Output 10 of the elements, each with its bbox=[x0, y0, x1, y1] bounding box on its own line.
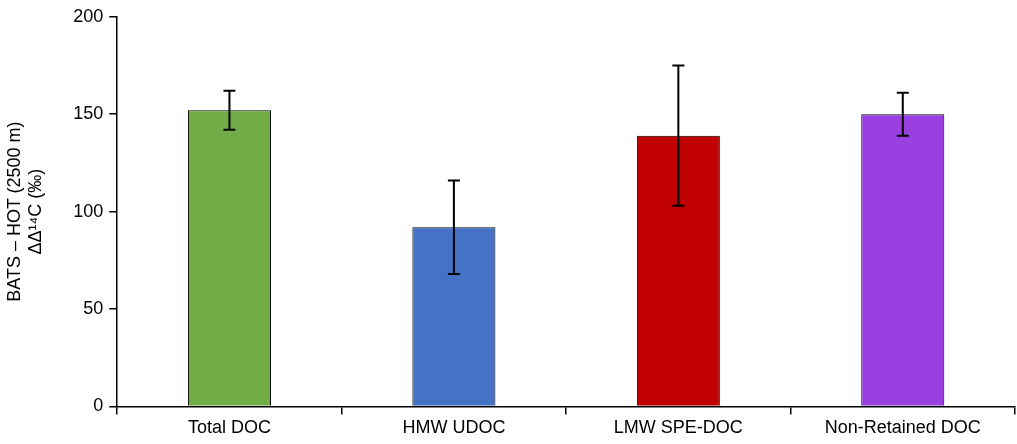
y-tick-label: 200 bbox=[73, 5, 104, 26]
y-tick-label: 100 bbox=[73, 200, 104, 221]
y-axis-title: BATS – HOT (2500 m) ΔΔ¹⁴C (‰) bbox=[3, 121, 46, 302]
x-tick-label: HMW UDOC bbox=[402, 417, 506, 438]
y-tick-label: 150 bbox=[73, 103, 104, 124]
y-tick-label: 0 bbox=[93, 395, 104, 416]
x-tick-label: LMW SPE-DOC bbox=[613, 417, 743, 438]
x-tick-label: Total DOC bbox=[187, 417, 271, 438]
x-tick-label: Non-Retained DOC bbox=[824, 417, 981, 438]
y-tick-label: 50 bbox=[83, 297, 104, 318]
